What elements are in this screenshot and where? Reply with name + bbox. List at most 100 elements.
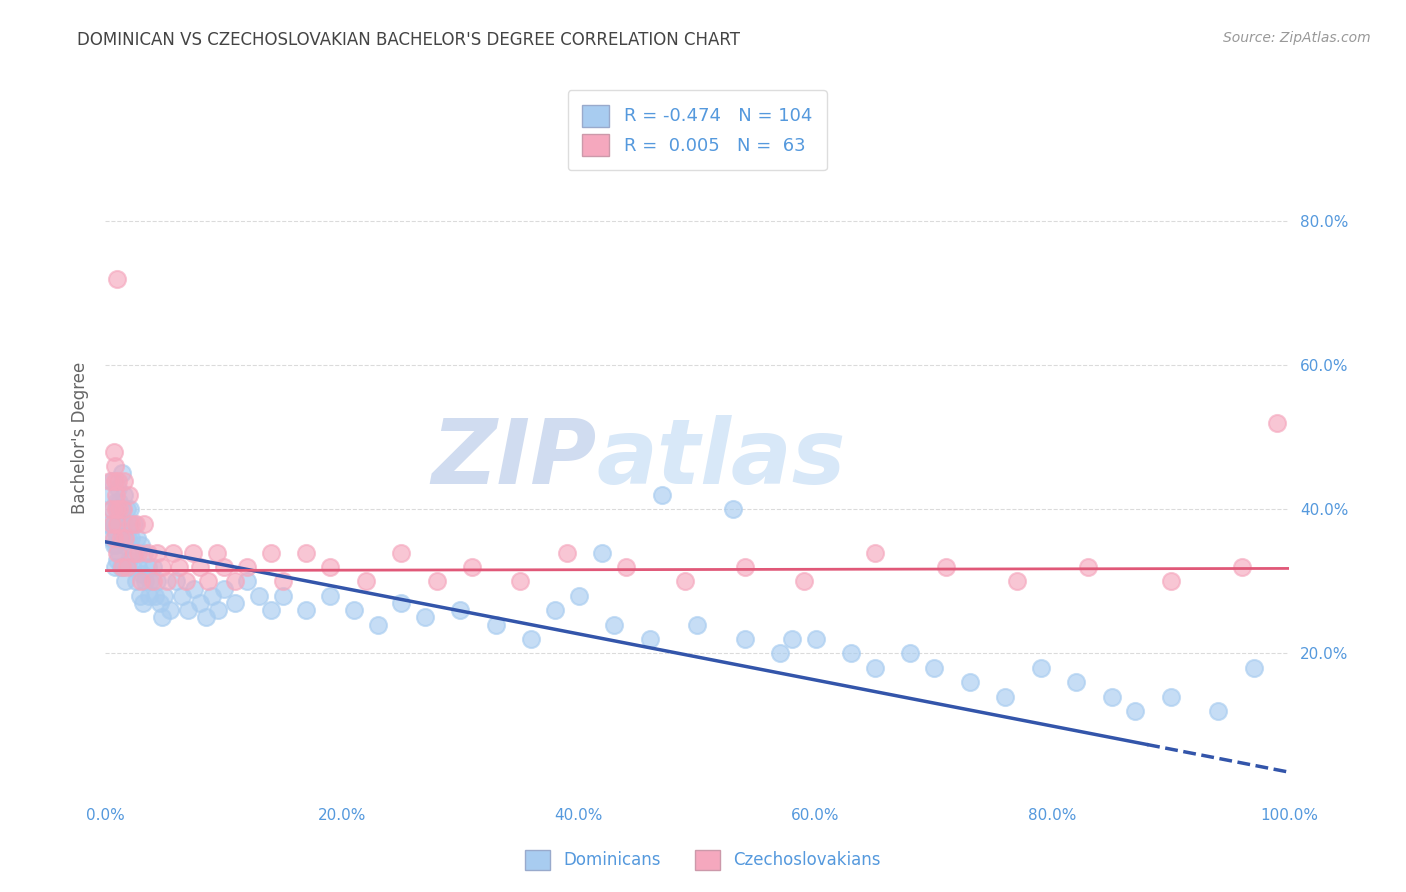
Point: [112, 474, 135, 488]
Point: [104, 502, 127, 516]
Point: [212, 560, 235, 574]
Point: [125, 574, 148, 589]
Legend: Dominicans, Czechoslovakians: Dominicans, Czechoslovakians: [519, 843, 887, 877]
Point: [165, 574, 187, 589]
Point: [129, 574, 152, 589]
Point: [114, 574, 136, 589]
Point: [174, 574, 197, 589]
Point: [592, 545, 614, 559]
Point: [1005, 574, 1028, 589]
Point: [103, 445, 125, 459]
Point: [638, 632, 661, 646]
Point: [769, 646, 792, 660]
Point: [127, 531, 149, 545]
Point: [111, 467, 134, 481]
Point: [131, 567, 153, 582]
Point: [935, 560, 957, 574]
Point: [1064, 675, 1087, 690]
Point: [110, 531, 132, 545]
Point: [132, 596, 155, 610]
Point: [461, 560, 484, 574]
Point: [413, 610, 436, 624]
Point: [111, 502, 134, 516]
Point: [520, 632, 543, 646]
Point: [127, 560, 149, 574]
Text: atlas: atlas: [596, 415, 846, 503]
Point: [115, 502, 138, 516]
Point: [188, 596, 211, 610]
Point: [120, 516, 142, 531]
Point: [271, 574, 294, 589]
Point: [142, 560, 165, 574]
Point: [354, 574, 377, 589]
Point: [1123, 704, 1146, 718]
Point: [260, 603, 283, 617]
Point: [188, 560, 211, 574]
Point: [159, 603, 181, 617]
Point: [115, 560, 138, 574]
Point: [105, 272, 128, 286]
Point: [134, 545, 156, 559]
Point: [98, 488, 121, 502]
Point: [207, 603, 229, 617]
Point: [721, 502, 744, 516]
Point: [104, 560, 127, 574]
Legend: R = -0.474   N = 104, R =  0.005   N =  63: R = -0.474 N = 104, R = 0.005 N = 63: [568, 90, 827, 170]
Point: [101, 474, 124, 488]
Point: [105, 553, 128, 567]
Point: [994, 690, 1017, 704]
Point: [121, 560, 143, 574]
Point: [212, 582, 235, 596]
Point: [105, 502, 128, 516]
Point: [734, 632, 756, 646]
Point: [100, 531, 122, 545]
Point: [319, 560, 342, 574]
Point: [205, 545, 228, 559]
Point: [136, 560, 159, 574]
Point: [104, 538, 127, 552]
Point: [98, 474, 121, 488]
Point: [143, 589, 166, 603]
Point: [172, 589, 194, 603]
Text: DOMINICAN VS CZECHOSLOVAKIAN BACHELOR'S DEGREE CORRELATION CHART: DOMINICAN VS CZECHOSLOVAKIAN BACHELOR'S …: [77, 31, 741, 49]
Point: [319, 589, 342, 603]
Point: [110, 560, 132, 574]
Point: [183, 582, 205, 596]
Point: [194, 610, 217, 624]
Point: [127, 545, 149, 559]
Point: [104, 495, 127, 509]
Point: [118, 488, 141, 502]
Point: [112, 516, 135, 531]
Point: [1101, 690, 1123, 704]
Point: [101, 516, 124, 531]
Point: [101, 502, 124, 516]
Point: [485, 617, 508, 632]
Point: [167, 560, 190, 574]
Point: [780, 632, 803, 646]
Point: [118, 553, 141, 567]
Point: [150, 610, 173, 624]
Point: [122, 516, 145, 531]
Point: [146, 545, 169, 559]
Point: [107, 474, 129, 488]
Y-axis label: Bachelor's Degree: Bachelor's Degree: [72, 361, 89, 514]
Point: [114, 538, 136, 552]
Point: [1267, 416, 1289, 430]
Point: [111, 560, 134, 574]
Point: [136, 545, 159, 559]
Point: [673, 574, 696, 589]
Point: [734, 560, 756, 574]
Point: [97, 516, 120, 531]
Point: [120, 502, 142, 516]
Point: [922, 661, 945, 675]
Point: [603, 617, 626, 632]
Point: [117, 531, 139, 545]
Point: [146, 574, 169, 589]
Point: [686, 617, 709, 632]
Point: [107, 481, 129, 495]
Point: [271, 589, 294, 603]
Point: [124, 545, 146, 559]
Point: [100, 502, 122, 516]
Point: [134, 574, 156, 589]
Point: [107, 516, 129, 531]
